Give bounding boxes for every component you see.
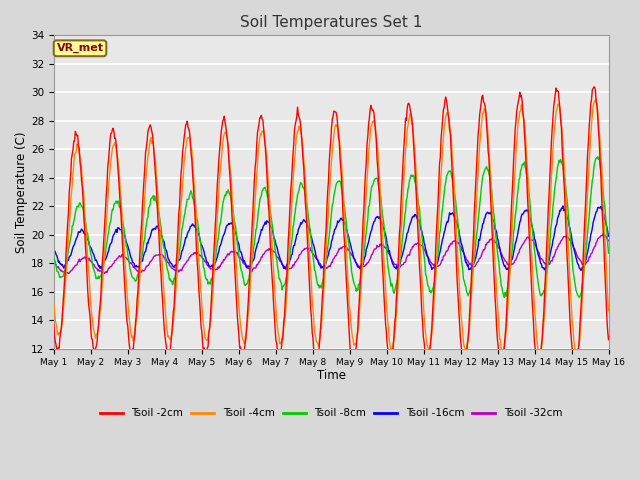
Tsoil -32cm <box>174 267 182 273</box>
Tsoil -2cm <box>605 337 612 343</box>
Tsoil -32cm <box>118 252 125 258</box>
Tsoil -32cm <box>599 231 607 237</box>
Line: Tsoil -8cm: Tsoil -8cm <box>54 157 609 298</box>
Line: Tsoil -32cm: Tsoil -32cm <box>54 234 609 274</box>
Tsoil -8cm <box>575 295 583 300</box>
Tsoil -4cm <box>60 303 68 309</box>
Tsoil -4cm <box>399 203 406 208</box>
Tsoil -16cm <box>415 216 422 222</box>
Tsoil -16cm <box>399 252 406 257</box>
Line: Tsoil -2cm: Tsoil -2cm <box>54 87 609 372</box>
Tsoil -16cm <box>50 244 58 250</box>
Tsoil -8cm <box>605 250 612 256</box>
Tsoil -4cm <box>572 353 580 359</box>
Tsoil -16cm <box>173 262 181 268</box>
Tsoil -2cm <box>117 210 125 216</box>
Tsoil -4cm <box>415 213 422 218</box>
Tsoil -8cm <box>594 154 602 160</box>
Tsoil -2cm <box>60 290 68 296</box>
Text: VR_met: VR_met <box>56 43 104 53</box>
Tsoil -16cm <box>605 233 612 239</box>
Tsoil -2cm <box>591 84 598 90</box>
Tsoil -4cm <box>173 269 181 275</box>
Tsoil -2cm <box>50 322 58 327</box>
Tsoil -8cm <box>50 255 58 261</box>
Tsoil -4cm <box>50 301 58 307</box>
Tsoil -32cm <box>415 242 423 248</box>
Tsoil -2cm <box>399 168 406 174</box>
Tsoil -8cm <box>173 263 181 269</box>
Tsoil -4cm <box>592 96 600 102</box>
Tsoil -32cm <box>605 238 612 244</box>
Tsoil -16cm <box>577 267 584 273</box>
Tsoil -32cm <box>60 269 68 275</box>
Line: Tsoil -4cm: Tsoil -4cm <box>54 99 609 356</box>
Tsoil -8cm <box>399 236 406 241</box>
Line: Tsoil -16cm: Tsoil -16cm <box>54 206 609 270</box>
Tsoil -16cm <box>203 259 211 265</box>
Tsoil -8cm <box>415 202 422 208</box>
Y-axis label: Soil Temperature (C): Soil Temperature (C) <box>15 131 28 253</box>
Tsoil -4cm <box>203 337 211 343</box>
Legend: Tsoil -2cm, Tsoil -4cm, Tsoil -8cm, Tsoil -16cm, Tsoil -32cm: Tsoil -2cm, Tsoil -4cm, Tsoil -8cm, Tsoi… <box>96 404 566 422</box>
Tsoil -8cm <box>60 272 68 277</box>
Tsoil -2cm <box>415 244 422 250</box>
Tsoil -32cm <box>50 258 58 264</box>
Tsoil -16cm <box>60 265 68 271</box>
Tsoil -32cm <box>62 271 70 277</box>
Tsoil -8cm <box>203 276 211 282</box>
Tsoil -2cm <box>571 369 579 374</box>
Title: Soil Temperatures Set 1: Soil Temperatures Set 1 <box>240 15 422 30</box>
Tsoil -2cm <box>203 348 211 353</box>
Tsoil -16cm <box>559 203 567 209</box>
Tsoil -4cm <box>605 308 612 314</box>
Tsoil -8cm <box>117 206 125 212</box>
Tsoil -16cm <box>117 227 125 232</box>
Tsoil -4cm <box>117 195 125 201</box>
Tsoil -32cm <box>204 263 211 268</box>
Tsoil -2cm <box>173 247 181 252</box>
X-axis label: Time: Time <box>317 369 346 382</box>
Tsoil -32cm <box>399 262 407 267</box>
